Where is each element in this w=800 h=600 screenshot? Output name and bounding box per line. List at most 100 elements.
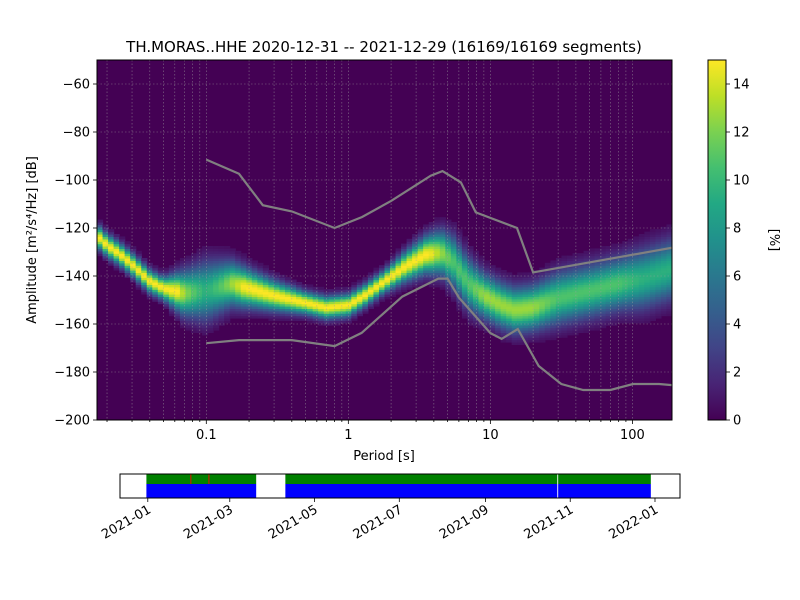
- heatmap-cell: [566, 258, 574, 261]
- heatmap-cell: [168, 267, 176, 271]
- heatmap-cell: [108, 255, 115, 259]
- heatmap-cell: [412, 243, 419, 247]
- heatmap-cell: [395, 272, 402, 276]
- heatmap-cell: [544, 325, 551, 329]
- heatmap-cell: [102, 246, 109, 249]
- heatmap-cell: [655, 265, 662, 269]
- heatmap-cell: [185, 282, 192, 285]
- heatmap-cell: [644, 241, 651, 245]
- heatmap-cell: [290, 310, 297, 314]
- heatmap-cell: [544, 296, 551, 300]
- heatmap-cell: [185, 277, 192, 281]
- heatmap-cell: [124, 274, 131, 278]
- heatmap-cell: [224, 284, 231, 288]
- heatmap-cell: [224, 272, 231, 276]
- heatmap-cell: [423, 236, 430, 240]
- heatmap-cell: [578, 308, 585, 312]
- heatmap-cell: [461, 308, 469, 312]
- heatmap-cell: [506, 294, 513, 297]
- heatmap-cell: [572, 306, 579, 309]
- heatmap-cell: [202, 260, 209, 264]
- heatmap-cell: [539, 306, 546, 309]
- heatmap-cell: [445, 260, 452, 264]
- heatmap-cell: [539, 267, 546, 271]
- heatmap-cell: [340, 294, 347, 297]
- heatmap-cell: [218, 248, 225, 252]
- heatmap-cell: [522, 279, 529, 283]
- heatmap-cell: [246, 291, 253, 295]
- heatmap-cell: [213, 298, 220, 302]
- heatmap-cell: [450, 253, 457, 257]
- heatmap-cell: [445, 286, 452, 290]
- heatmap-cell: [655, 301, 662, 305]
- heatmap-cell: [417, 234, 424, 237]
- heatmap-cell: [500, 279, 507, 283]
- heatmap-cell: [506, 330, 513, 333]
- heatmap-cell: [257, 262, 264, 266]
- heatmap-cell: [522, 294, 529, 297]
- heatmap-cell: [478, 303, 485, 307]
- heatmap-cell: [174, 274, 181, 278]
- heatmap-cell: [583, 291, 590, 295]
- heatmap-cell: [627, 277, 634, 281]
- heatmap-cell: [655, 272, 662, 276]
- heatmap-cell: [213, 325, 220, 329]
- heatmap-cell: [135, 250, 142, 254]
- heatmap-cell: [506, 282, 513, 285]
- heatmap-cell: [262, 298, 269, 302]
- heatmap-cell: [190, 310, 198, 314]
- heatmap-cell: [141, 265, 148, 269]
- heatmap-cell: [589, 286, 596, 290]
- heatmap-cell: [434, 238, 441, 242]
- heatmap-cell: [390, 265, 397, 269]
- heatmap-cell: [312, 286, 319, 290]
- heatmap-cell: [517, 301, 524, 305]
- heatmap-cell: [456, 262, 463, 266]
- heatmap-cell: [489, 301, 496, 305]
- heatmap-cell: [213, 315, 220, 319]
- heatmap-cell: [616, 320, 623, 324]
- heatmap-cell: [495, 286, 502, 290]
- heatmap-cell: [484, 308, 491, 312]
- heatmap-cell: [174, 298, 181, 302]
- heatmap-cell: [434, 236, 441, 240]
- heatmap-cell: [566, 291, 574, 295]
- heatmap-cell: [511, 296, 518, 300]
- heatmap-cell: [550, 289, 557, 293]
- heatmap-cell: [119, 236, 126, 240]
- heatmap-cell: [196, 315, 203, 319]
- heatmap-cell: [119, 250, 126, 254]
- heatmap-cell: [555, 282, 563, 285]
- heatmap-cell: [384, 284, 391, 288]
- heatmap-cell: [578, 320, 585, 324]
- heatmap-cell: [528, 330, 535, 333]
- heatmap-cell: [213, 327, 220, 331]
- heatmap-cell: [533, 306, 540, 309]
- heatmap-cell: [627, 294, 634, 297]
- heatmap-cell: [611, 258, 618, 261]
- heatmap-cell: [578, 277, 585, 281]
- heatmap-cell: [351, 294, 358, 297]
- heatmap-cell: [616, 308, 623, 312]
- heatmap-cell: [616, 243, 623, 247]
- heatmap-cell: [119, 243, 126, 247]
- heatmap-cell: [202, 265, 209, 269]
- heatmap-cell: [135, 253, 142, 257]
- heatmap-cell: [500, 296, 507, 300]
- heatmap-cell: [224, 260, 231, 264]
- heatmap-cell: [428, 284, 435, 288]
- heatmap-cell: [666, 277, 672, 281]
- heatmap-cell: [373, 272, 380, 276]
- heatmap-cell: [141, 260, 148, 264]
- heatmap-cell: [273, 286, 281, 290]
- heatmap-cell: [522, 274, 529, 278]
- heatmap-cell: [506, 277, 513, 281]
- heatmap-cell: [334, 318, 341, 321]
- heatmap-cell: [533, 320, 540, 324]
- heatmap-cell: [268, 279, 275, 283]
- heatmap-cell: [622, 253, 629, 257]
- heatmap-cell: [589, 270, 596, 273]
- heatmap-cell: [622, 274, 629, 278]
- heatmap-cell: [445, 241, 452, 245]
- heatmap-cell: [600, 272, 607, 276]
